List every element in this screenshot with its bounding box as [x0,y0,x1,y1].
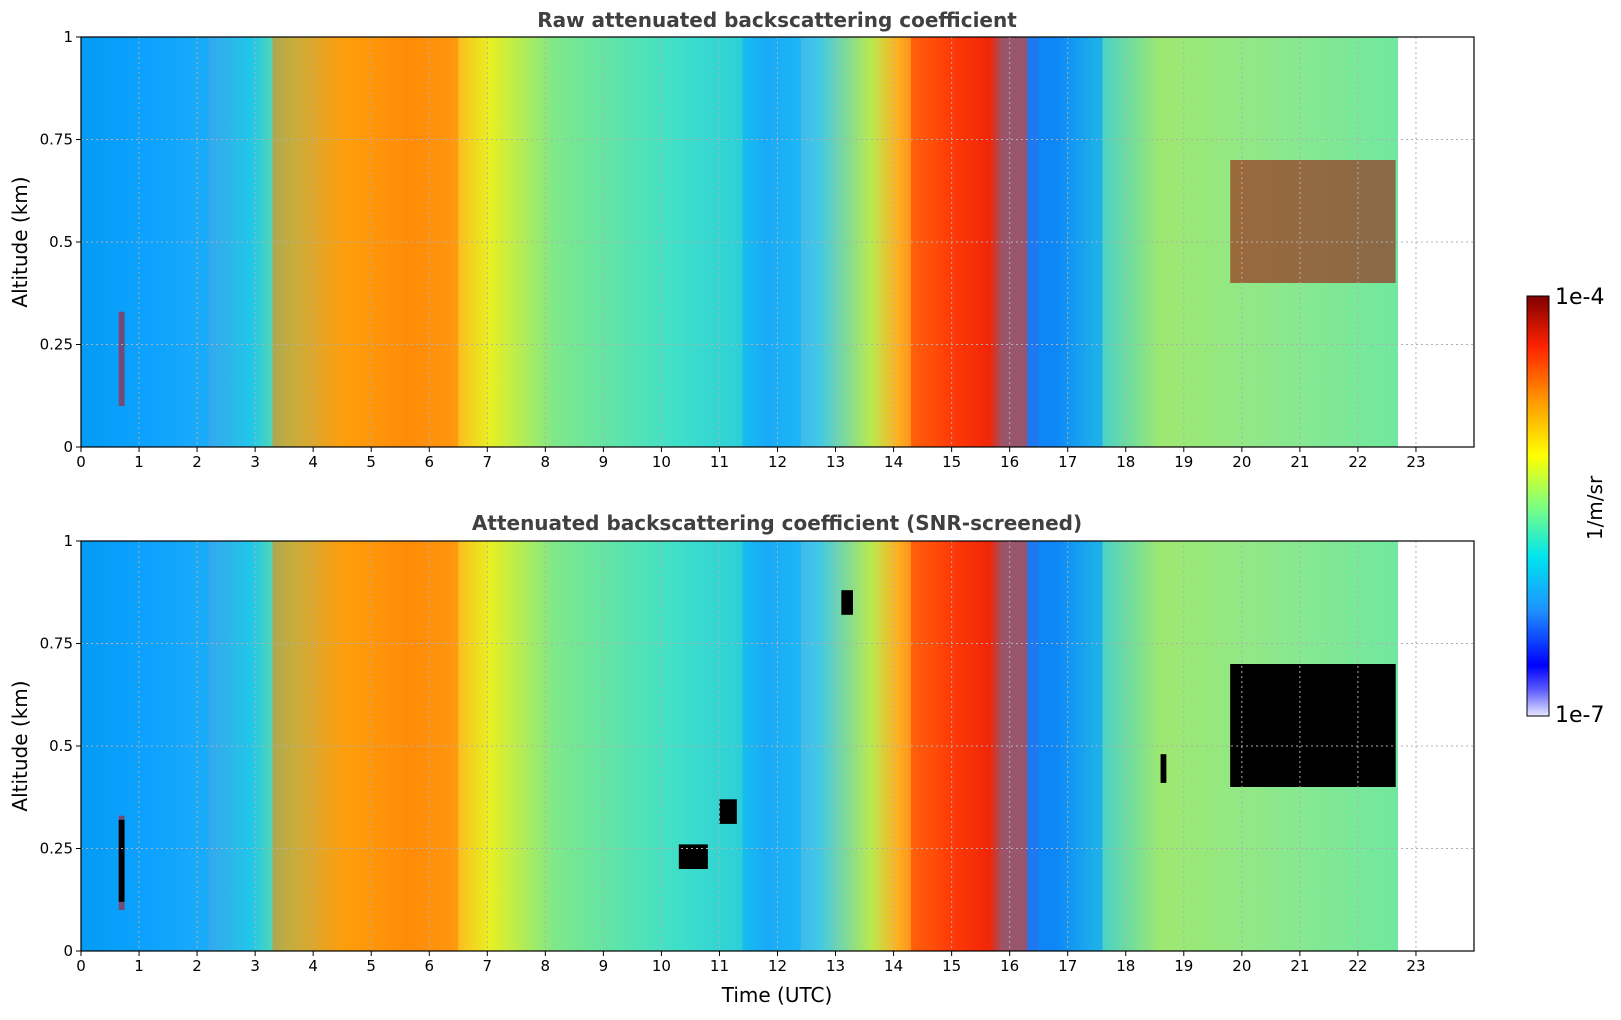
y-tick-label: 0.75 [40,131,73,149]
snr-screened-backscatter-panel: Attenuated backscattering coefficient (S… [8,511,1475,1007]
colorbar-unit-label: 1/m/sr [1583,475,1607,540]
screened-region [719,799,737,824]
x-tick-label: 9 [599,453,609,471]
screened-region [678,844,708,869]
y-tick-label: 0.75 [40,635,73,653]
y-tick-label: 1 [63,532,73,550]
x-axis-ticks: 0 1 2 3 4 5 6 7 8 9 10 11 12 13 14 15 16 17 18 19 20 21 22 23 [76,447,1426,471]
x-tick-label: 18 [1116,453,1135,471]
heatmap-feature [81,541,209,951]
x-tick-label: 22 [1348,957,1367,975]
x-tick-label: 8 [541,957,551,975]
x-tick-label: 1 [134,957,144,975]
x-tick-label: 12 [768,957,787,975]
x-tick-label: 11 [710,453,729,471]
x-tick-label: 8 [541,453,551,471]
x-tick-label: 4 [308,453,318,471]
x-tick-label: 3 [250,453,260,471]
x-axis-label: Time (UTC) [721,983,833,1007]
x-tick-label: 21 [1290,957,1309,975]
plot-frame [80,36,1475,448]
x-tick-label: 0 [76,957,86,975]
x-tick-label: 17 [1058,453,1077,471]
x-tick-label: 10 [652,957,671,975]
x-tick-label: 10 [652,453,671,471]
x-tick-label: 9 [599,957,609,975]
y-tick-label: 0 [63,942,73,960]
y-tick-label: 0.25 [40,840,73,858]
y-axis-ticks: 0 0.25 0.5 0.75 1 [40,532,81,960]
heatmap-feature [272,37,459,447]
x-tick-label: 22 [1348,453,1367,471]
x-tick-label: 3 [250,957,260,975]
heatmap-feature [1230,160,1396,283]
x-tick-label: 4 [308,957,318,975]
x-tick-label: 16 [1000,453,1019,471]
x-tick-label: 13 [826,957,845,975]
x-tick-label: 18 [1116,957,1135,975]
screened-regions [118,590,1396,902]
x-tick-label: 21 [1290,453,1309,471]
x-tick-label: 12 [768,453,787,471]
x-tick-label: 15 [942,957,961,975]
x-tick-label: 5 [366,453,376,471]
x-tick-label: 7 [483,957,493,975]
y-tick-label: 1 [63,28,73,46]
colorbar-max-label: 1e-4 [1555,285,1604,310]
x-tick-label: 14 [884,453,903,471]
x-tick-label: 13 [826,453,845,471]
heatmap-feature [81,37,209,447]
x-tick-label: 2 [192,957,202,975]
x-tick-label: 1 [134,453,144,471]
screened-region [1160,754,1167,783]
plot-frame [80,540,1475,952]
x-tick-label: 16 [1000,957,1019,975]
x-tick-label: 11 [710,957,729,975]
y-tick-label: 0.5 [49,737,73,755]
x-tick-label: 20 [1232,453,1251,471]
x-tick-label: 19 [1174,453,1193,471]
x-axis-ticks: 0 1 2 3 4 5 6 7 8 9 10 11 12 13 14 15 16 17 18 19 20 21 22 23 [76,951,1426,975]
y-tick-label: 0 [63,438,73,456]
y-axis-label: Altitude (km) [8,680,32,811]
chart-title: Raw attenuated backscattering coefficien… [537,8,1017,32]
x-tick-label: 0 [76,453,86,471]
y-tick-label: 0.5 [49,233,73,251]
x-tick-label: 14 [884,957,903,975]
x-tick-label: 6 [424,957,434,975]
y-axis-label: Altitude (km) [8,176,32,307]
x-tick-label: 23 [1406,453,1425,471]
x-tick-label: 19 [1174,957,1193,975]
heatmap-feature [272,541,459,951]
screened-region [1230,664,1396,787]
x-tick-label: 7 [483,453,493,471]
colorbar-gradient [1526,295,1550,717]
chart-title: Attenuated backscattering coefficient (S… [472,511,1082,535]
heatmap-feature [118,311,125,406]
grid-lines [81,37,1474,447]
x-tick-label: 23 [1406,957,1425,975]
x-tick-label: 20 [1232,957,1251,975]
x-tick-label: 17 [1058,957,1077,975]
colorbar: 1e-4 1e-7 1/m/sr [1526,285,1607,728]
raw-backscatter-panel: Raw attenuated backscattering coefficien… [8,8,1475,471]
colorbar-min-label: 1e-7 [1555,703,1604,728]
x-tick-label: 15 [942,453,961,471]
x-tick-label: 2 [192,453,202,471]
y-axis-ticks: 0 0.25 0.5 0.75 1 [40,28,81,456]
y-tick-label: 0.25 [40,336,73,354]
screened-region [118,819,125,902]
x-tick-label: 5 [366,957,376,975]
grid-lines [81,541,1474,951]
x-tick-label: 6 [424,453,434,471]
screened-region [841,590,853,615]
